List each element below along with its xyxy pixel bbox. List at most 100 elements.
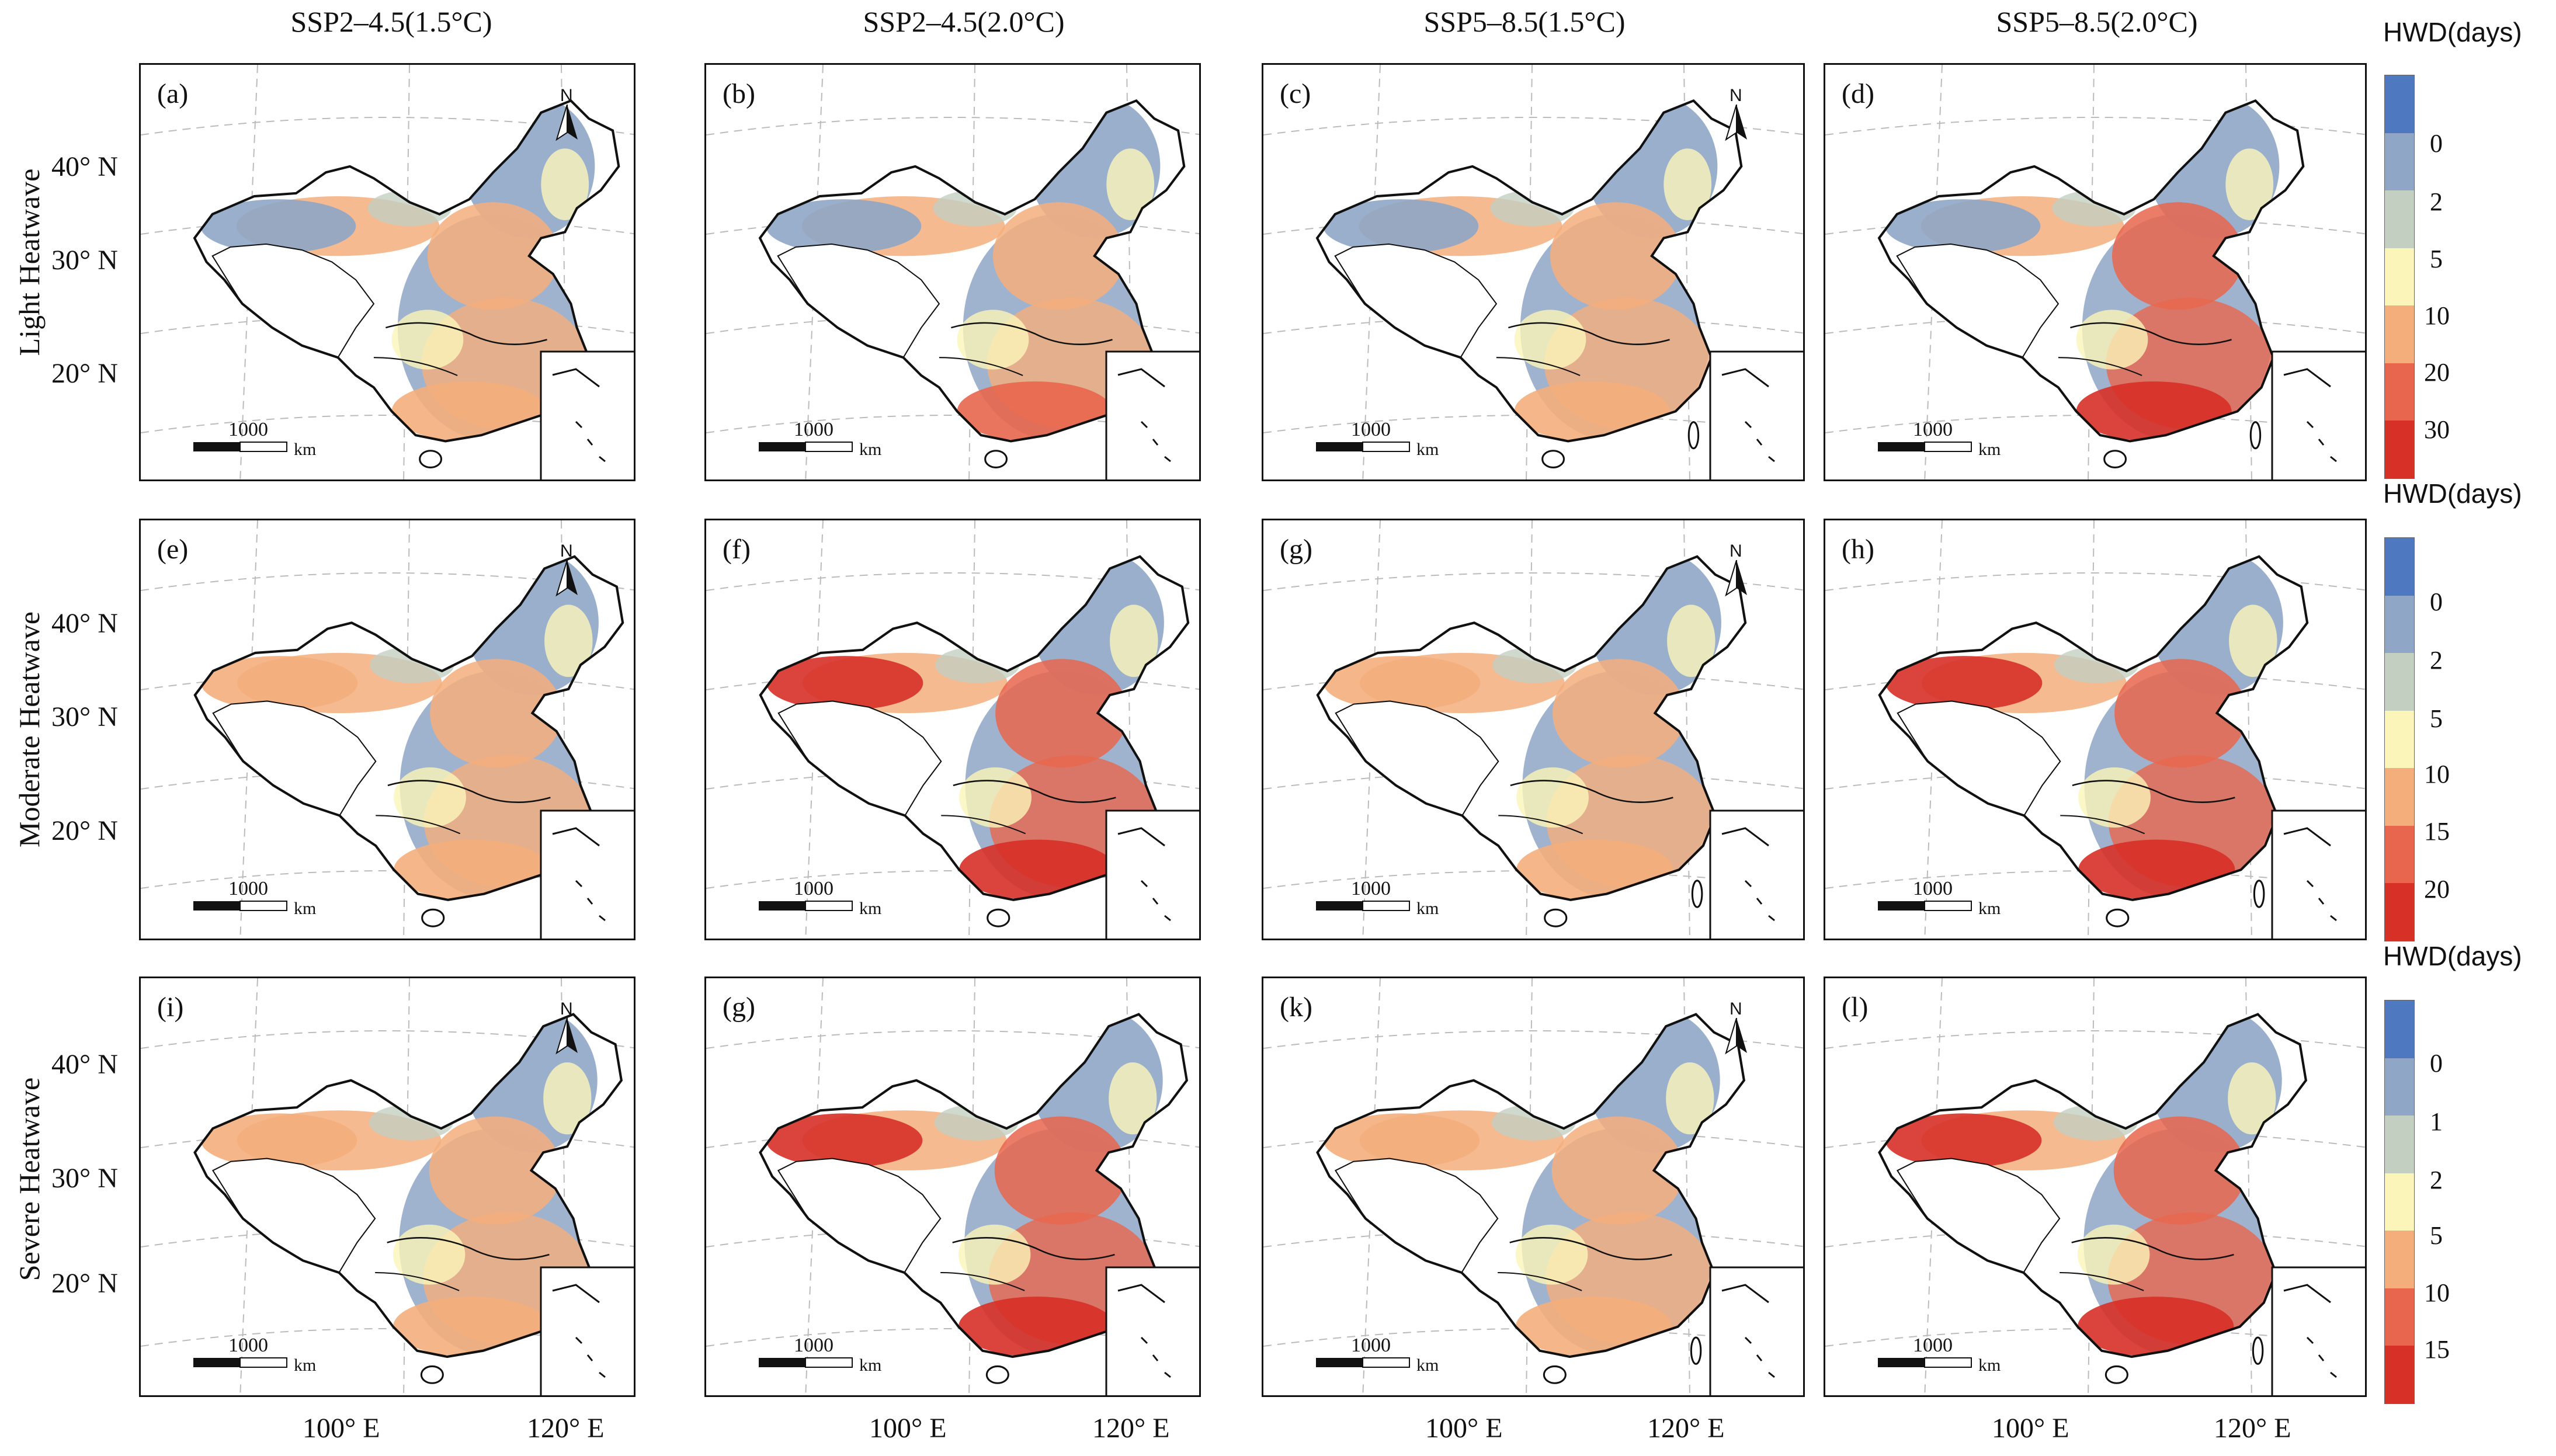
north-arrow-icon: N: [1719, 541, 1754, 597]
panel-label: (c): [1280, 78, 1311, 109]
legend-swatch: [2385, 768, 2414, 826]
lon-label: 100° E: [1992, 1413, 2069, 1444]
legend-swatch: [2385, 1058, 2414, 1116]
legend-swatch: [2385, 421, 2414, 478]
legend-colorbar: [2384, 537, 2415, 941]
scale-bar-unit: km: [1978, 440, 2001, 459]
legend-swatch: [2385, 883, 2414, 941]
scale-bar-value: 1000: [1913, 419, 1953, 440]
north-label: N: [1730, 86, 1742, 105]
panel-label: (e): [157, 534, 189, 565]
lat-label: 20° N: [51, 1268, 118, 1299]
legend-tick: 0: [2430, 588, 2443, 616]
column-title-2: SSP2–4.5(2.0°C): [863, 5, 1065, 38]
map-svg: [1263, 978, 1803, 1395]
legend-swatch: [2385, 710, 2414, 769]
legend-colorbar: [2384, 1000, 2415, 1404]
lat-label: 40° N: [51, 608, 118, 639]
map-svg: [141, 65, 634, 479]
panel-label: (i): [157, 992, 184, 1023]
lon-label: 100° E: [1425, 1413, 1503, 1444]
lat-label: 30° N: [51, 1163, 118, 1194]
north-label: N: [1730, 541, 1742, 561]
map-panel: (f) 1000 km: [704, 519, 1201, 940]
scale-bar-value: 1000: [228, 878, 268, 899]
north-arrow-icon: N: [1719, 86, 1754, 141]
legend-tick: 2: [2430, 187, 2443, 216]
legend-tick: 10: [2424, 1278, 2450, 1307]
map-panel: (l) 1000 km: [1824, 977, 2367, 1397]
map-svg: [706, 978, 1199, 1395]
legend-swatch: [2385, 595, 2414, 654]
north-arrow-icon: N: [1719, 999, 1754, 1055]
map-panel: (d) 1000 km: [1824, 63, 2367, 481]
panel-label: (a): [157, 78, 189, 109]
panel-label: (b): [723, 78, 755, 109]
map-panel: (g) 1000 km N: [1262, 519, 1805, 940]
legend-tick: 5: [2430, 1221, 2443, 1250]
map-svg: [706, 65, 1199, 479]
scale-bar-unit: km: [1416, 440, 1439, 459]
scale-bar-unit: km: [1978, 899, 2001, 918]
lon-label: 120° E: [1647, 1413, 1725, 1444]
legend-swatch: [2385, 1231, 2414, 1288]
map-panel: (k) 1000 km N: [1262, 977, 1805, 1397]
scale-bar-value: 1000: [228, 1335, 268, 1356]
north-label: N: [560, 541, 573, 561]
panel-label: (g): [723, 992, 755, 1023]
legend-tick: 0: [2430, 129, 2443, 158]
map-panel: (b) 1000 km: [704, 63, 1201, 481]
panel-label: (h): [1842, 534, 1874, 565]
lat-label: 40° N: [51, 151, 118, 182]
scale-bar-value: 1000: [1913, 878, 1953, 899]
map-panel: (e) 1000 km N: [139, 519, 635, 940]
row-title-light: Light Heatwave: [13, 168, 46, 356]
scale-bar-value: 1000: [1913, 1335, 1953, 1356]
legend-swatch: [2385, 1288, 2414, 1346]
legend-tick: 10: [2424, 301, 2450, 330]
row-title-severe: Severe Heatwave: [13, 1077, 46, 1281]
lat-label: 20° N: [51, 815, 118, 846]
scale-bar-unit: km: [1978, 1356, 2001, 1375]
scale-bar-unit: km: [294, 440, 317, 459]
legend-swatch: [2385, 825, 2414, 884]
map-panel: (g) 1000 km: [704, 977, 1201, 1397]
lon-label: 120° E: [1092, 1413, 1170, 1444]
panel-label: (f): [723, 534, 751, 565]
map-svg: [1825, 520, 2365, 939]
lon-label: 100° E: [303, 1413, 380, 1444]
legend-swatch: [2385, 75, 2414, 133]
map-panel: (h) 1000 km: [1824, 519, 2367, 940]
map-svg: [141, 520, 634, 939]
lat-label: 30° N: [51, 701, 118, 732]
legend-tick: 2: [2430, 1166, 2443, 1194]
legend-title: HWD(days): [2383, 478, 2522, 509]
scale-bar-unit: km: [859, 440, 882, 459]
legend-swatch: [2385, 1346, 2414, 1403]
legend-swatch: [2385, 538, 2414, 596]
legend-tick: 30: [2424, 415, 2450, 444]
legend-title: HWD(days): [2383, 941, 2522, 971]
map-svg: [141, 978, 634, 1395]
north-arrow-icon: N: [550, 999, 585, 1055]
map-svg: [706, 520, 1199, 939]
north-label: N: [1730, 999, 1742, 1019]
legend-tick: 5: [2430, 704, 2443, 733]
column-title-3: SSP5–8.5(1.5°C): [1423, 5, 1626, 38]
lon-label: 100° E: [869, 1413, 947, 1444]
scale-bar-value: 1000: [794, 1335, 834, 1356]
scale-bar-unit: km: [1416, 1356, 1439, 1375]
legend-tick: 15: [2424, 817, 2450, 846]
column-title-1: SSP2–4.5(1.5°C): [290, 5, 492, 38]
legend-swatch: [2385, 653, 2414, 711]
map-panel: (i) 1000 km N: [139, 977, 635, 1397]
scale-bar-unit: km: [859, 1356, 882, 1375]
legend-tick: 15: [2424, 1335, 2450, 1364]
lon-label: 120° E: [527, 1413, 605, 1444]
map-svg: [1825, 65, 2365, 479]
lat-label: 40° N: [51, 1049, 118, 1080]
legend-colorbar: [2384, 75, 2415, 479]
map-svg: [1825, 978, 2365, 1395]
legend-swatch: [2385, 133, 2414, 191]
legend-tick: 20: [2424, 358, 2450, 387]
